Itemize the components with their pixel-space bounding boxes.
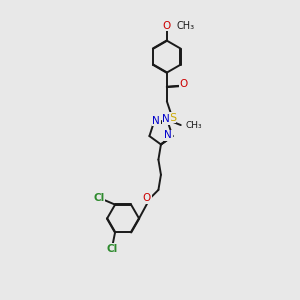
- Text: S: S: [169, 112, 176, 122]
- Text: Cl: Cl: [94, 193, 105, 203]
- Text: CH₃: CH₃: [186, 121, 202, 130]
- Text: O: O: [179, 80, 188, 89]
- Text: N: N: [152, 116, 160, 126]
- Text: N: N: [164, 130, 172, 140]
- Text: CH₃: CH₃: [176, 21, 194, 31]
- Text: Cl: Cl: [107, 244, 118, 254]
- Text: O: O: [143, 193, 151, 203]
- Text: N: N: [163, 114, 170, 124]
- Text: O: O: [163, 21, 171, 31]
